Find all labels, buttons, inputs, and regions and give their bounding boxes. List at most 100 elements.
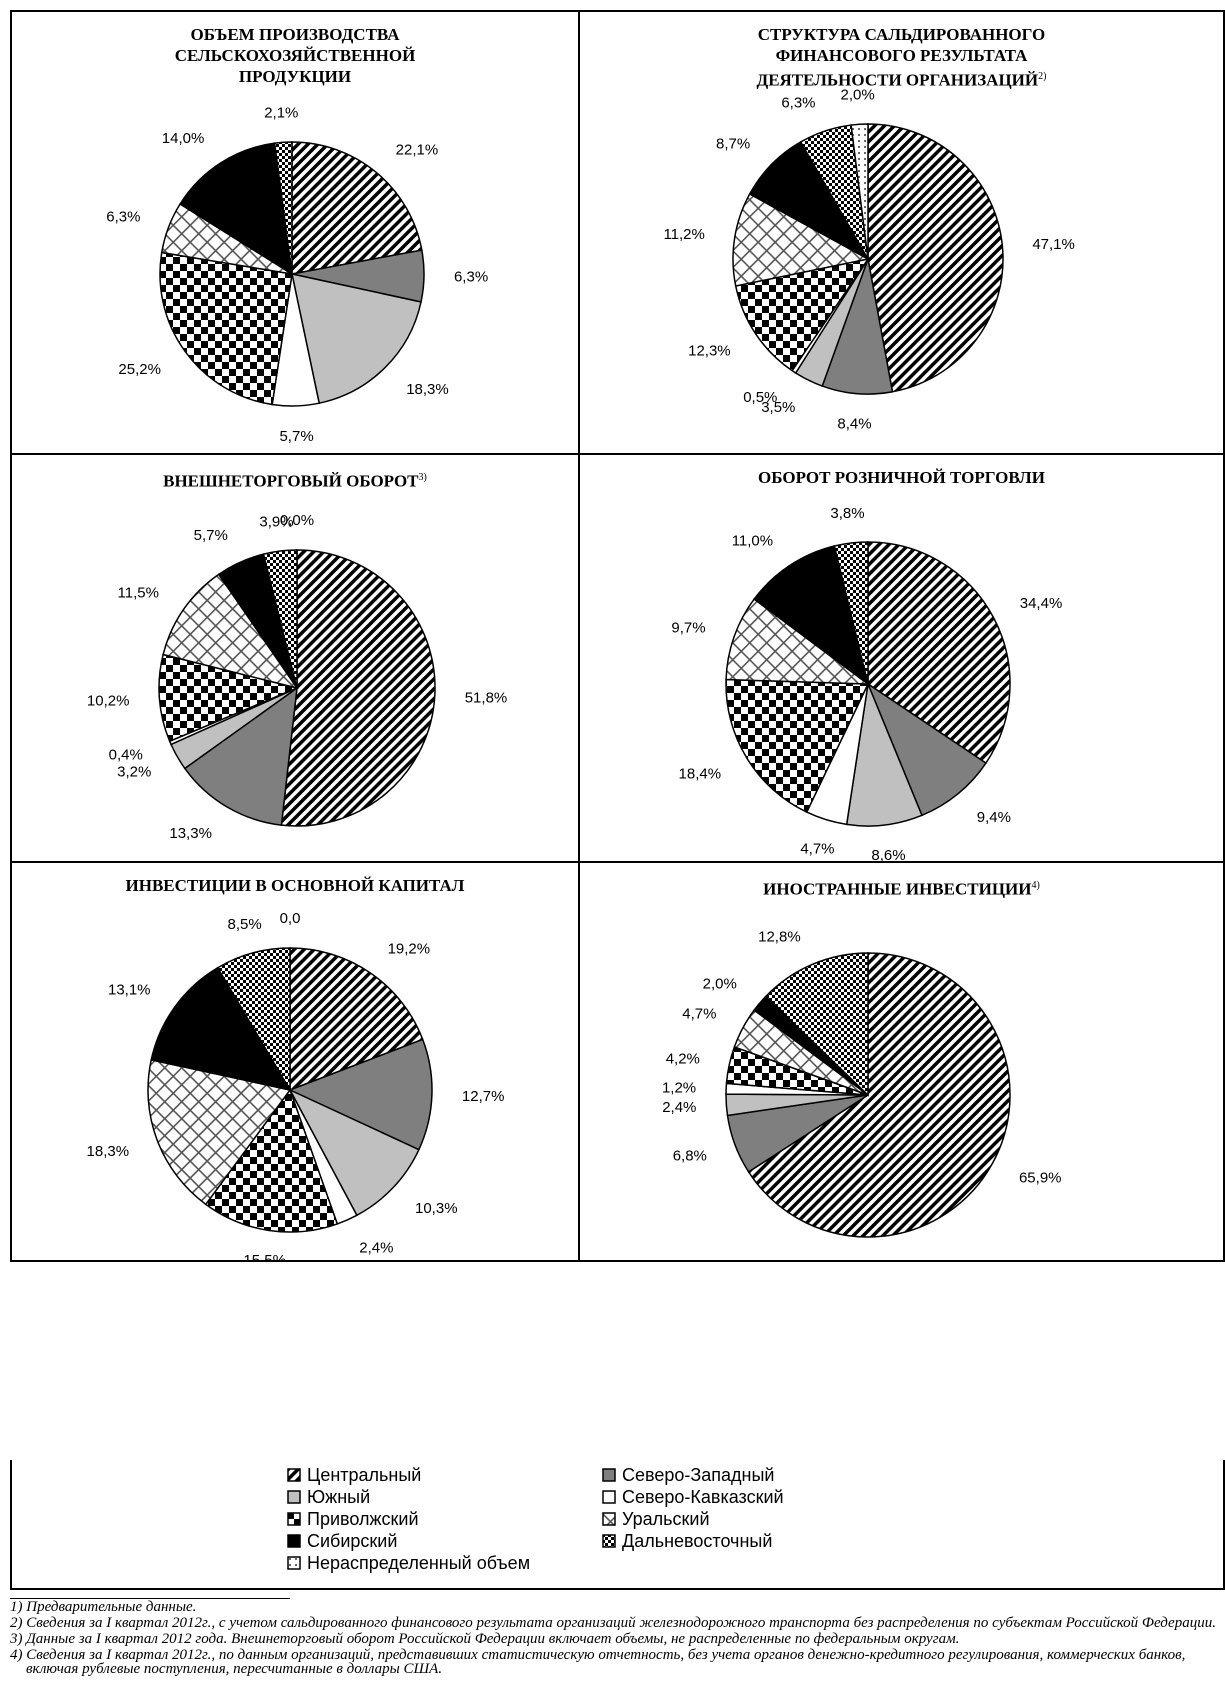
pie-slice-south <box>291 273 422 405</box>
slice-label-central: 65,9% <box>1019 1169 1062 1186</box>
pie-chart: 65,9% 6,8% 2,4% 1,2% 4,2% 4,7% 2,0% 12,8% <box>662 929 1062 1238</box>
slice-label-northwest: 6,3% <box>454 269 488 286</box>
chart-title: ВНЕШНЕТОРГОВЫЙ ОБОРОТ3) <box>12 467 578 492</box>
chart-title-text: ОБОРОТ РОЗНИЧНОЙ ТОРГОВЛИ <box>758 468 1045 487</box>
legend-swatch-south <box>287 1490 301 1504</box>
slice-label-volga: 10,2% <box>87 693 130 710</box>
slice-label-ural: 11,5% <box>118 584 159 601</box>
slice-label-central: 47,1% <box>1032 236 1075 253</box>
slice-label-undistr: 0,0 <box>280 910 301 927</box>
pie-slice-central <box>867 541 1011 765</box>
slice-label-south: 2,4% <box>662 1099 696 1116</box>
pie-slice-volga <box>159 251 293 406</box>
legend-swatch-volga <box>287 1512 301 1526</box>
footnote-rule <box>10 1598 290 1599</box>
slice-label-siberia: 13,1% <box>108 981 151 998</box>
slice-label-central: 22,1% <box>396 142 439 159</box>
chart-panel-2: 47,1% 8,4% 3,5% 0,5% 12,3% 11,2% 8,7% 6,3% 2,0% С… <box>578 10 1225 455</box>
legend: Центральный Северо-Западный Южный Северо-Ка… <box>10 1460 1225 1590</box>
chart-title-footnote-mark: 4) <box>1031 880 1040 891</box>
slice-label-siberia: 5,7% <box>194 527 228 544</box>
slice-label-ncauc: 4,7% <box>800 840 834 857</box>
slice-label-central: 19,2% <box>388 940 431 957</box>
slice-label-northwest: 13,3% <box>169 825 212 842</box>
pie-chart: 51,8% 13,3% 3,2%0,4% 10,2% 11,5% 5,7% 3,9%0,0% <box>87 512 507 842</box>
pie-slice-ural <box>732 192 871 287</box>
chart-title-text: ИНОСТРАННЫЕ ИНВЕСТИЦИИ <box>763 879 1032 899</box>
slice-label-northwest: 9,4% <box>977 809 1011 826</box>
pie-slice-volga <box>158 653 300 743</box>
legend-item-ural: Уральский <box>602 1508 710 1530</box>
slice-label-ural: 4,7% <box>682 1006 716 1023</box>
slice-label-ural: 11,2% <box>663 226 704 243</box>
pie-slice-central <box>280 549 436 827</box>
slice-label-ncauc: 0,5% <box>743 389 777 406</box>
slice-label-fareast: 2,1% <box>264 104 298 121</box>
slice-label-ural: 6,3% <box>106 209 140 226</box>
pie-slice-volga <box>204 1088 339 1233</box>
legend-swatch-northwest <box>602 1468 616 1482</box>
slice-label-northwest: 12,7% <box>462 1088 505 1105</box>
pie-slice-siberia <box>179 142 293 276</box>
legend-label: Центральный <box>307 1465 422 1485</box>
chart-title: СТРУКТУРА САЛЬДИРОВАННОГО ФИНАНСОВОГО РЕ… <box>580 24 1223 91</box>
slice-label-siberia: 8,7% <box>716 135 750 152</box>
pie-slice-south <box>288 1088 420 1217</box>
legend-label: Северо-Западный <box>622 1465 775 1485</box>
chart-title-footnote-mark: 3) <box>418 472 427 483</box>
chart-title-text: ИНВЕСТИЦИИ В ОСНОВНОЙ КАПИТАЛ <box>125 876 465 895</box>
chart-title: ОБОРОТ РОЗНИЧНОЙ ТОРГОВЛИ <box>580 467 1223 488</box>
chart-title-text: СТРУКТУРА САЛЬДИРОВАННОГО ФИНАНСОВОГО РЕ… <box>756 25 1046 90</box>
legend-swatch-ural <box>602 1512 616 1526</box>
pie-slice-fareast <box>273 141 293 275</box>
pie-slice-volga <box>725 678 870 814</box>
chart-panel-3: 51,8% 13,3% 3,2% 0,4% 10,2% 11,5% 5,7% 3,9% 0,0%… <box>10 453 580 863</box>
pie-slice-siberia <box>150 966 292 1092</box>
chart-panel-6: 65,9% 6,8% 2,4% 1,2% 4,2% 4,7% 2,0% 12,8% ИНОСТР… <box>578 861 1225 1262</box>
pie-slice-central <box>747 952 1011 1238</box>
legend-item-northwest: Северо-Западный <box>602 1464 774 1486</box>
slice-label-south: 8,6% <box>871 847 905 863</box>
footnote-2: 2) Сведения за I квартал 2012г., с учето… <box>10 1615 1216 1631</box>
slice-label-fareast: 8,5% <box>228 916 262 933</box>
pie-chart: 22,1% 6,3% 18,3% 5,7% 25,2% 6,3% 14,0% 2,1% <box>106 104 488 445</box>
footnotes: 1) Предварительные данные. 2) Сведения з… <box>10 1600 1225 1678</box>
chart-panel-4: 34,4% 9,4% 8,6% 4,7% 18,4% 9,7% 11,0% 3,8% ОБОРО… <box>578 453 1225 863</box>
legend-label: Нераспределенный объем <box>307 1553 531 1573</box>
slice-label-siberia: 14,0% <box>162 130 205 147</box>
slice-label-siberia: 2,0% <box>703 976 737 993</box>
slice-label-ncauc: 5,7% <box>279 428 313 445</box>
pie-slice-central <box>867 123 1004 393</box>
slice-label-undistr: 0,0% <box>280 512 314 529</box>
slice-label-volga: 15,5% <box>243 1252 286 1262</box>
legend-item-volga: Приволжский <box>287 1508 419 1530</box>
charts-grid: 22,1% 6,3% 18,3% 5,7% 25,2% 6,3% 14,0% 2,1% ОБЪЕ… <box>10 10 1225 1460</box>
pie-slice-northwest <box>183 686 298 826</box>
slice-label-ural: 9,7% <box>671 619 705 636</box>
legend-label: Южный <box>307 1487 371 1507</box>
slice-label-siberia: 11,0% <box>732 533 773 550</box>
slice-label-fareast: 3,9% <box>259 513 293 530</box>
legend-item-central: Центральный <box>287 1464 421 1486</box>
legend-label: Дальневосточный <box>622 1531 773 1551</box>
chart-title-text: ВНЕШНЕТОРГОВЫЙ ОБОРОТ <box>163 471 419 491</box>
slice-label-ncauc: 1,2% <box>662 1079 696 1096</box>
slice-label-central: 34,4% <box>1020 595 1063 612</box>
pie-slice-central <box>289 947 424 1092</box>
slice-label-volga: 4,2% <box>666 1051 700 1068</box>
slice-label-south: 10,3% <box>415 1200 458 1217</box>
chart-title-text: ОБЪЕМ ПРОИЗВОДСТВА СЕЛЬСКОХОЗЯЙСТВЕННОЙ … <box>174 25 416 86</box>
legend-swatch-siberia <box>287 1534 301 1548</box>
pie-slice-undistr <box>850 123 869 260</box>
pie-slice-ural <box>162 573 299 690</box>
chart-panel-5: 19,2% 12,7% 10,3% 2,4% 15,5% 18,3% 13,1% 8,5% 0,… <box>10 861 580 1262</box>
pie-chart: 34,4% 9,4% 8,6% 4,7% 18,4% 9,7% 11,0% 3,8% <box>671 505 1063 863</box>
slice-label-ncauc: 0,4% <box>109 747 143 764</box>
pie-slice-fareast <box>216 947 291 1093</box>
slice-label-volga: 25,2% <box>118 361 161 378</box>
slice-label-ural: 18,3% <box>87 1143 130 1160</box>
chart-panel-1: 22,1% 6,3% 18,3% 5,7% 25,2% 6,3% 14,0% 2,1% ОБЪЕ… <box>10 10 580 455</box>
legend-label: Уральский <box>622 1509 710 1529</box>
pie-slice-siberia <box>753 545 870 686</box>
legend-label: Приволжский <box>307 1509 419 1529</box>
